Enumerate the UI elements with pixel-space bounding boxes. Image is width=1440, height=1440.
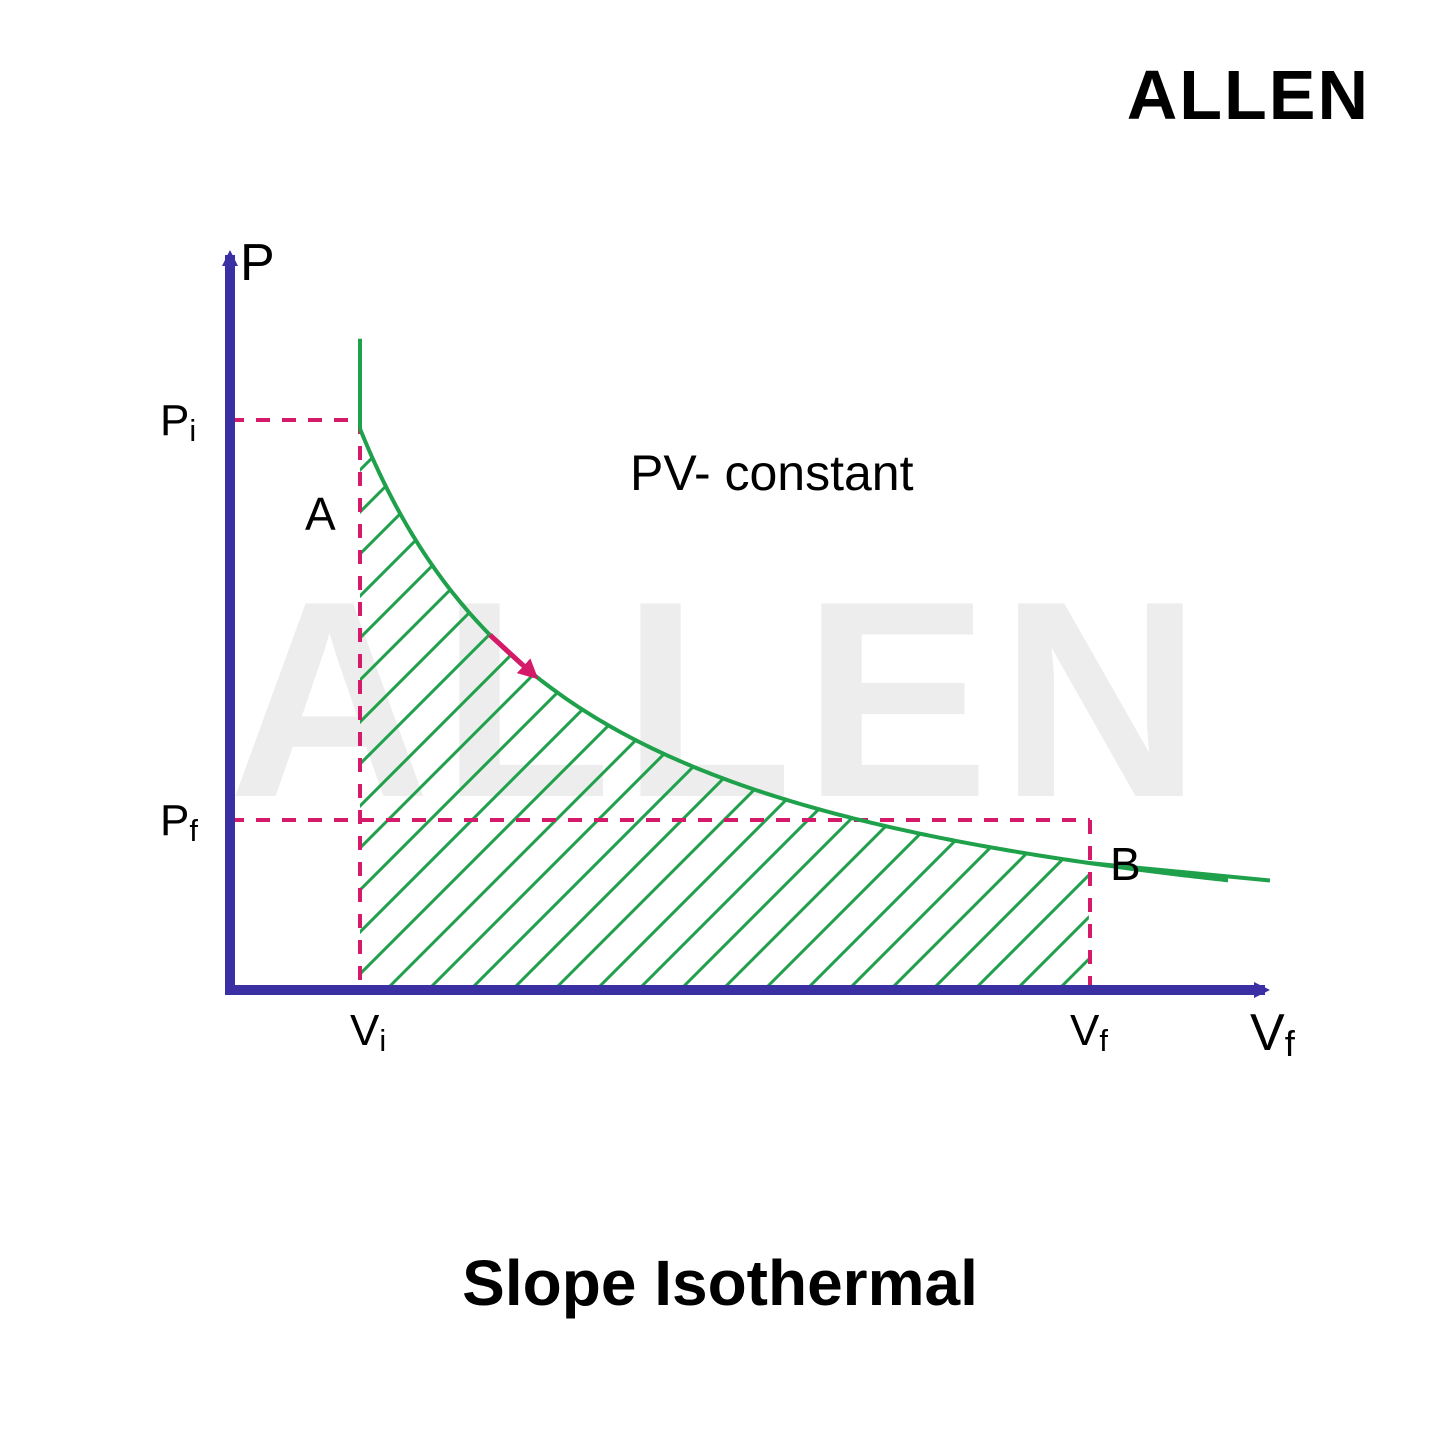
svg-text:P: P bbox=[240, 234, 275, 292]
svg-text:PV- constant: PV- constant bbox=[630, 445, 914, 501]
brand-logo: ALLEN bbox=[1127, 55, 1370, 135]
svg-text:Vf: Vf bbox=[1250, 1004, 1296, 1064]
svg-text:B: B bbox=[1110, 838, 1141, 890]
svg-text:Pi: Pi bbox=[160, 396, 196, 448]
pv-diagram: PVfPiPfViVfABPV- constant bbox=[130, 240, 1310, 1060]
svg-text:Vi: Vi bbox=[350, 1006, 386, 1058]
svg-text:Vf: Vf bbox=[1070, 1006, 1108, 1058]
svg-text:Pf: Pf bbox=[160, 796, 198, 848]
diagram-title: Slope Isothermal bbox=[0, 1246, 1440, 1320]
svg-text:A: A bbox=[305, 488, 336, 540]
pv-svg: PVfPiPfViVfABPV- constant bbox=[130, 240, 1310, 1060]
